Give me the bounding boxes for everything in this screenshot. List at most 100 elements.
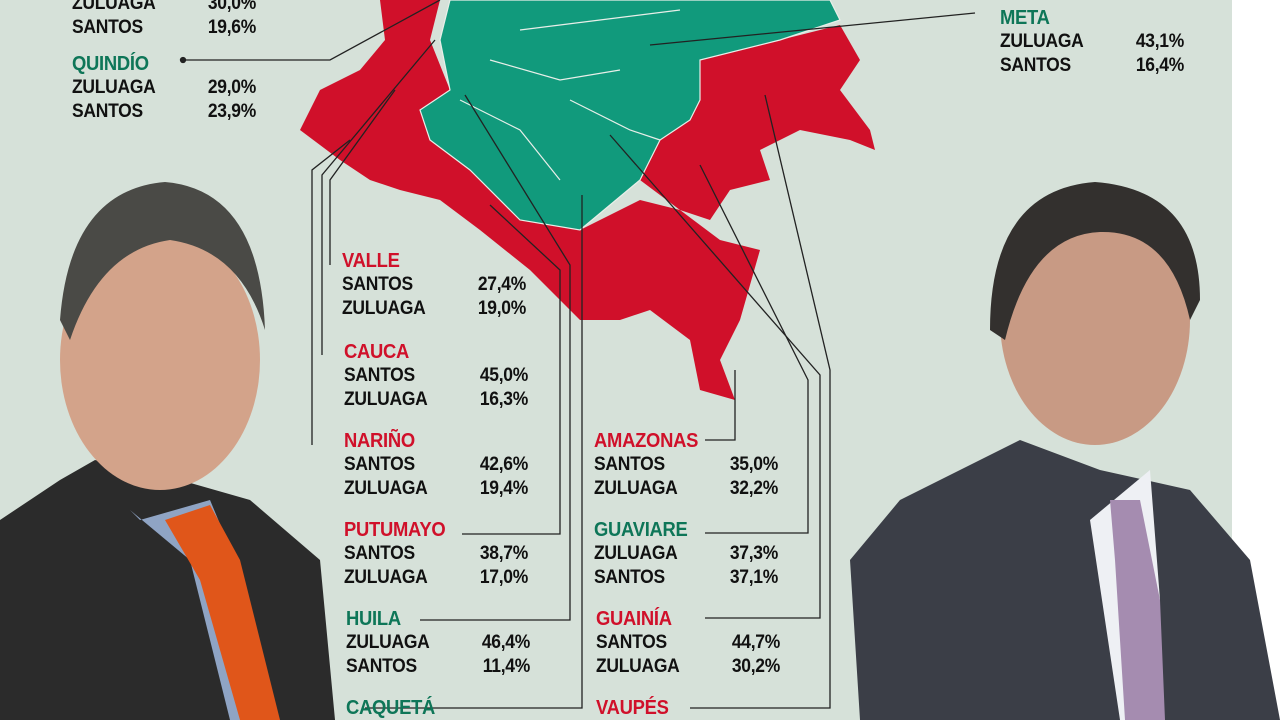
result-row: SANTOS 37,1%: [594, 566, 778, 590]
region-block-putumayo: PUTUMAYO SANTOS 38,7% ZULUAGA 17,0%: [344, 518, 528, 590]
region-name: PUTUMAYO: [344, 519, 446, 541]
vote-percent: 27,4%: [477, 274, 526, 295]
region-block-vaupes: VAUPÉS: [596, 696, 780, 720]
result-row: ZULUAGA 30,0%: [72, 0, 256, 16]
candidate-name: SANTOS: [72, 17, 143, 38]
candidate-name: SANTOS: [344, 543, 415, 564]
result-row: ZULUAGA 32,2%: [594, 477, 778, 501]
result-row: ZULUAGA 37,3%: [594, 542, 778, 566]
candidate-name: ZULUAGA: [342, 298, 426, 319]
candidate-name: ZULUAGA: [344, 567, 428, 588]
leader-lines: [179, 0, 976, 709]
result-row: ZULUAGA 30,2%: [596, 655, 780, 679]
candidate-name: SANTOS: [596, 632, 667, 653]
vote-percent: 46,4%: [481, 632, 530, 653]
vote-percent: 19,6%: [207, 17, 256, 38]
vote-percent: 17,0%: [479, 567, 528, 588]
candidate-name: SANTOS: [344, 365, 415, 386]
result-row: ZULUAGA 19,0%: [342, 297, 526, 321]
result-row: ZULUAGA 16,3%: [344, 388, 528, 412]
map-region-west: [300, 0, 760, 400]
result-row: SANTOS 19,6%: [72, 16, 256, 40]
candidate-name: ZULUAGA: [1000, 31, 1084, 52]
region-block-huila: HUILA ZULUAGA 46,4% SANTOS 11,4%: [346, 607, 530, 679]
region-block-top-left: ZULUAGA 30,0% SANTOS 19,6%: [72, 0, 256, 40]
vote-percent: 32,2%: [729, 478, 778, 499]
vote-percent: 16,3%: [479, 389, 528, 410]
result-row: SANTOS 16,4%: [1000, 54, 1184, 78]
vote-percent: 16,4%: [1135, 55, 1184, 76]
region-name: AMAZONAS: [594, 430, 699, 452]
candidate-name: SANTOS: [594, 454, 665, 475]
region-block-guainia: GUAINÍA SANTOS 44,7% ZULUAGA 30,2%: [596, 607, 780, 679]
map-zuluaga-regions: [419, 0, 841, 231]
result-row: SANTOS 38,7%: [344, 542, 528, 566]
result-row: SANTOS 45,0%: [344, 364, 528, 388]
candidate-name: ZULUAGA: [72, 0, 156, 14]
result-row: ZULUAGA 46,4%: [346, 631, 530, 655]
map-region-east: [640, 25, 875, 220]
region-block-meta: META ZULUAGA 43,1% SANTOS 16,4%: [1000, 6, 1184, 78]
candidate-name: SANTOS: [344, 454, 415, 475]
result-row: SANTOS 42,6%: [344, 453, 528, 477]
region-block-valle: VALLE SANTOS 27,4% ZULUAGA 19,0%: [342, 249, 526, 321]
vote-percent: 37,3%: [729, 543, 778, 564]
result-row: ZULUAGA 29,0%: [72, 76, 256, 100]
vote-percent: 30,0%: [207, 0, 256, 14]
region-name: HUILA: [346, 608, 401, 630]
region-name: GUAVIARE: [594, 519, 688, 541]
region-name: META: [1000, 7, 1050, 29]
region-block-guaviare: GUAVIARE ZULUAGA 37,3% SANTOS 37,1%: [594, 518, 778, 590]
candidate-name: ZULUAGA: [596, 656, 680, 677]
result-row: SANTOS 11,4%: [346, 655, 530, 679]
result-row: SANTOS 35,0%: [594, 453, 778, 477]
result-row: SANTOS 27,4%: [342, 273, 526, 297]
vote-percent: 38,7%: [479, 543, 528, 564]
region-name: CAQUETÁ: [346, 697, 436, 719]
result-row: ZULUAGA 17,0%: [344, 566, 528, 590]
vote-percent: 19,4%: [479, 478, 528, 499]
vote-percent: 23,9%: [207, 101, 256, 122]
vote-percent: 19,0%: [477, 298, 526, 319]
vote-percent: 45,0%: [479, 365, 528, 386]
vote-percent: 29,0%: [207, 77, 256, 98]
candidate-name: SANTOS: [594, 567, 665, 588]
vote-percent: 37,1%: [729, 567, 778, 588]
candidate-name: ZULUAGA: [344, 478, 428, 499]
region-block-amazonas: AMAZONAS SANTOS 35,0% ZULUAGA 32,2%: [594, 429, 778, 501]
vote-percent: 43,1%: [1135, 31, 1184, 52]
candidate-name: SANTOS: [1000, 55, 1071, 76]
candidate-name: SANTOS: [346, 656, 417, 677]
map-region-central: [419, 0, 841, 231]
region-name: NARIÑO: [344, 430, 415, 452]
result-row: SANTOS 23,9%: [72, 100, 256, 124]
result-row: ZULUAGA 19,4%: [344, 477, 528, 501]
candidate-name: ZULUAGA: [346, 632, 430, 653]
vote-percent: 30,2%: [731, 656, 780, 677]
region-block-cauca: CAUCA SANTOS 45,0% ZULUAGA 16,3%: [344, 340, 528, 412]
region-block-quindio: QUINDÍO ZULUAGA 29,0% SANTOS 23,9%: [72, 52, 256, 124]
candidate-name: ZULUAGA: [344, 389, 428, 410]
vote-percent: 11,4%: [482, 656, 530, 677]
candidate-name: ZULUAGA: [594, 478, 678, 499]
region-block-narino: NARIÑO SANTOS 42,6% ZULUAGA 19,4%: [344, 429, 528, 501]
vote-percent: 44,7%: [731, 632, 780, 653]
result-row: ZULUAGA 43,1%: [1000, 30, 1184, 54]
candidate-name: SANTOS: [342, 274, 413, 295]
vote-percent: 42,6%: [479, 454, 528, 475]
candidate-name: ZULUAGA: [594, 543, 678, 564]
region-name: QUINDÍO: [72, 53, 149, 75]
map-santos-regions: [300, 0, 875, 400]
result-row: SANTOS 44,7%: [596, 631, 780, 655]
vote-percent: 35,0%: [729, 454, 778, 475]
candidate-name: ZULUAGA: [72, 77, 156, 98]
region-block-caqueta: CAQUETÁ: [346, 696, 530, 720]
candidate-name: SANTOS: [72, 101, 143, 122]
region-name: VALLE: [342, 250, 400, 272]
region-name: GUAINÍA: [596, 608, 672, 630]
region-name: CAUCA: [344, 341, 410, 363]
region-name: VAUPÉS: [596, 697, 669, 719]
